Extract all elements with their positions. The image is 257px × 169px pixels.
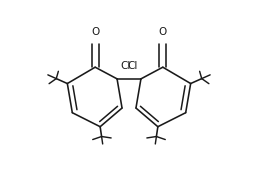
- Text: Cl: Cl: [127, 61, 138, 71]
- Text: Cl: Cl: [120, 61, 131, 71]
- Text: O: O: [159, 27, 167, 37]
- Text: O: O: [91, 27, 99, 37]
